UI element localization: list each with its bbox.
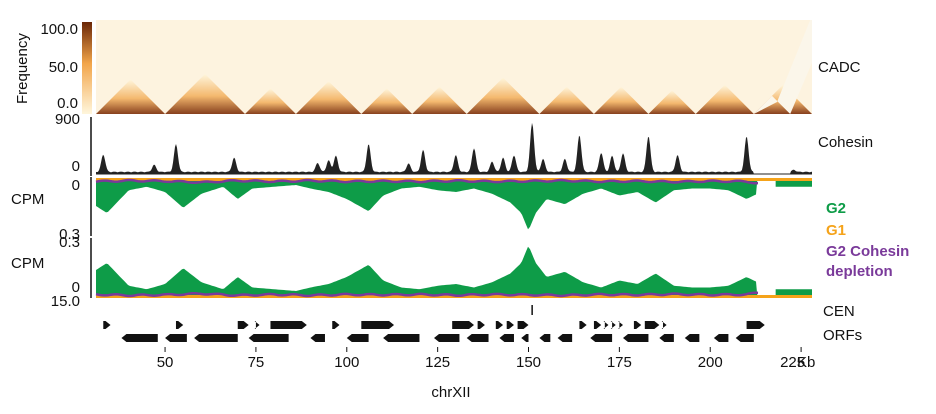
orf-top-10 [506,321,514,329]
orf-top-14 [603,321,609,329]
orf-bottom-13 [590,334,613,342]
g2-area [96,178,758,230]
orf-top-1 [175,321,184,329]
heatmap-track-label: CADC [818,59,861,76]
g2-area [96,246,758,298]
orf-top-6 [361,321,395,329]
orf-top-19 [661,321,667,329]
orf-bottom-18 [735,334,754,342]
x-tick-label: 200 [698,354,723,371]
orf-top-20 [746,321,765,329]
legend-g1: G1 [826,222,846,239]
colorbar-label: Frequency [14,33,31,104]
orf-top-4 [270,321,307,329]
heatmap-domain-0 [96,79,166,114]
heatmap-gap-0 [753,20,812,114]
orf-top-11 [517,321,529,329]
cpm-bottom-tick-03: 0.3 [59,234,80,251]
orf-bottom-1 [165,334,187,342]
orf-top-0 [103,321,111,329]
orf-bottom-5 [346,334,369,342]
orf-top-13 [593,321,602,329]
heatmap-domain-8 [593,86,649,114]
heatmap-domain-7 [539,86,594,114]
bottom-left-value: 15.0 [51,293,80,310]
heatmap-domain-1 [165,74,246,114]
g2-area-extra [775,178,812,187]
cohesin-tick-top: 900 [55,111,80,128]
orf-top-15 [610,321,616,329]
x-axis-label: chrXII [431,384,470,401]
orf-bottom-15 [659,334,674,342]
cpm-top-ylabel: CPM [11,191,44,208]
orf-top-16 [618,321,624,329]
orf-bottom-9 [499,334,514,342]
depletion-line [95,291,759,298]
g2-area-extra [775,289,812,298]
x-tick-label: 100 [334,354,359,371]
orf-top-9 [495,321,504,329]
heatmap-domain-10 [695,84,754,114]
cohesin-signal [96,122,812,174]
orf-bottom-11 [539,334,551,342]
colorbar [82,22,92,114]
heatmap-domain-2 [245,88,296,114]
orf-bottom-8 [466,334,489,342]
orf-bottom-14 [623,334,649,342]
depletion-line [95,178,759,185]
orf-bottom-10 [521,334,529,342]
orf-bottom-4 [310,334,325,342]
legend-g2: G2 [826,200,846,217]
x-tick-label: 150 [516,354,541,371]
cohesin-tick-bottom: 0 [72,158,80,175]
orf-bottom-16 [684,334,700,342]
orf-bottom-3 [248,334,289,342]
x-tick-label: 175 [607,354,632,371]
orf-top-8 [477,321,485,329]
x-tick-label: 75 [248,354,265,371]
heatmap-domain-9 [648,90,696,114]
colorbar-tick-bottom: 0.0 [57,95,78,112]
cpm-top-tick-0: 0 [72,177,80,194]
orf-top-7 [452,321,474,329]
orf-top-3 [254,321,260,329]
legend-depletion: depletion [826,263,893,280]
orf-bottom-2 [194,334,238,342]
heatmap-domain-6 [466,77,540,114]
orf-bottom-0 [121,334,158,342]
cpm-top-tick-03: 0.3 [59,226,80,243]
x-tick-label: 125 [425,354,450,371]
heatmap-domain-3 [295,81,362,114]
orf-top-17 [633,321,642,329]
colorbar-tick-top: 100.0 [40,21,78,38]
heatmap-domain-4 [361,88,413,114]
cen-label: CEN [823,303,855,320]
orf-top-2 [237,321,249,329]
cpm-bottom-ylabel: CPM [11,255,44,272]
orf-bottom-17 [713,334,729,342]
legend-g2-cohesin: G2 Cohesin [826,243,909,260]
orf-bottom-6 [383,334,420,342]
orf-bottom-7 [434,334,460,342]
orf-top-5 [332,321,340,329]
cpm-bottom-tick-0: 0 [72,279,80,296]
colorbar-tick-mid: 50.0 [49,59,78,76]
orfs-label: ORFs [823,327,862,344]
x-unit-label: Kb [797,354,815,371]
contact-heatmap [96,20,812,114]
orf-top-18 [644,321,660,329]
heatmap-domain-5 [412,86,467,114]
cohesin-track-label: Cohesin [818,134,873,151]
orf-top-12 [579,321,587,329]
x-tick-label: 50 [157,354,174,371]
orf-bottom-12 [557,334,573,342]
x-tick-label: 225 [780,354,805,371]
